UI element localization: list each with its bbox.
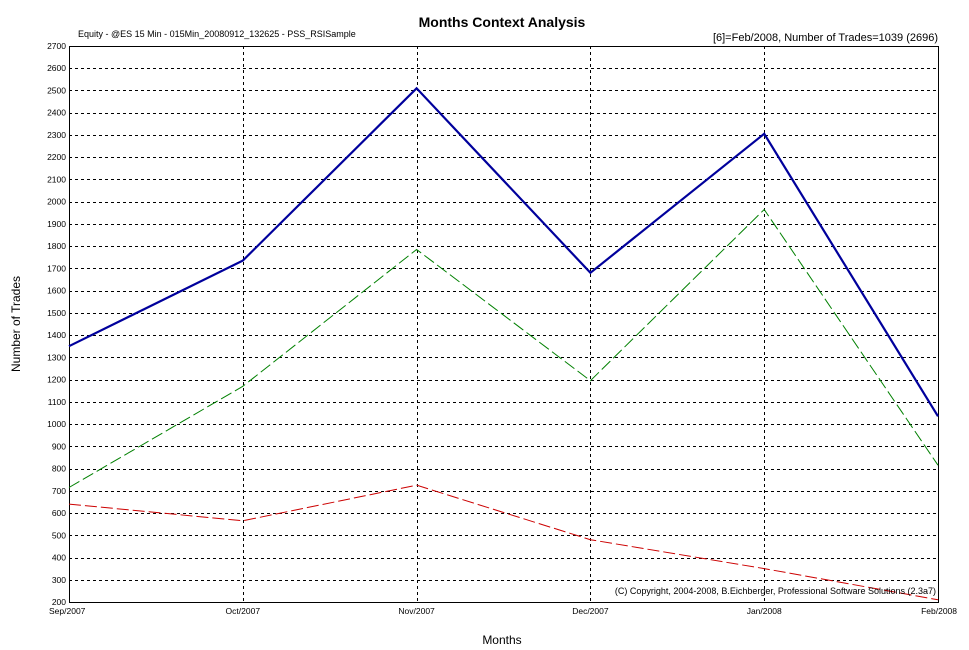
series-group	[68, 86, 939, 601]
y-tick-label: 800	[52, 464, 66, 474]
x-tick-label: Dec/2007	[572, 606, 609, 616]
grid	[69, 46, 938, 602]
y-tick-label: 2300	[47, 130, 66, 140]
chart-title: Months Context Analysis	[419, 14, 586, 30]
x-axis-ticks: Sep/2007 Oct/2007 Nov/2007 Dec/2007 Jan/2008…	[49, 606, 957, 616]
y-tick-label: 2500	[47, 85, 66, 95]
plot-border	[69, 46, 939, 603]
x-tick-label: Jan/2008	[747, 606, 782, 616]
y-tick-label: 1300	[47, 352, 66, 362]
y-tick-label: 2700	[47, 41, 66, 51]
y-tick-label: 2600	[47, 63, 66, 73]
y-axis-label: Number of Trades	[9, 276, 23, 372]
y-tick-label: 1600	[47, 286, 66, 296]
y-tick-label: 2100	[47, 174, 66, 184]
plot-frame	[69, 46, 939, 603]
y-tick-label: 1400	[47, 330, 66, 340]
x-tick-label: Oct/2007	[226, 606, 261, 616]
x-tick-label: Nov/2007	[398, 606, 435, 616]
y-tick-label: 1100	[48, 397, 67, 407]
series-line-3	[68, 484, 939, 601]
x-axis-label: Months	[482, 633, 521, 647]
trade-count-info: [6]=Feb/2008, Number of Trades=1039 (269…	[713, 32, 938, 44]
series-line-1	[68, 86, 939, 417]
y-tick-label: 2200	[47, 152, 66, 162]
y-tick-label: 1500	[47, 308, 66, 318]
x-tick-label: Feb/2008	[921, 606, 957, 616]
y-tick-label: 500	[52, 530, 66, 540]
x-tick-label: Sep/2007	[49, 606, 86, 616]
y-axis-ticks: 200 300 400 500 600 700 800 900 1000 1100 1200 1300…	[47, 41, 66, 607]
y-tick-label: 2400	[47, 108, 66, 118]
y-tick-label: 1200	[47, 375, 66, 385]
y-tick-label: 900	[52, 441, 66, 451]
y-tick-label: 200	[52, 597, 66, 607]
y-tick-label: 1000	[47, 419, 66, 429]
y-tick-label: 600	[52, 508, 66, 518]
y-tick-label: 1700	[47, 263, 66, 273]
y-tick-label: 2000	[47, 197, 66, 207]
chart-subtitle: Equity - @ES 15 Min - 015Min_20080912_13…	[78, 29, 356, 39]
y-tick-label: 300	[52, 575, 66, 585]
y-tick-label: 1800	[47, 241, 66, 251]
copyright-note: (C) Copyright, 2004-2008, B.Eichberger, …	[615, 586, 936, 596]
series-line-2	[68, 208, 939, 488]
y-tick-label: 400	[52, 553, 66, 563]
y-tick-label: 700	[52, 486, 66, 496]
y-tick-label: 1900	[47, 219, 66, 229]
